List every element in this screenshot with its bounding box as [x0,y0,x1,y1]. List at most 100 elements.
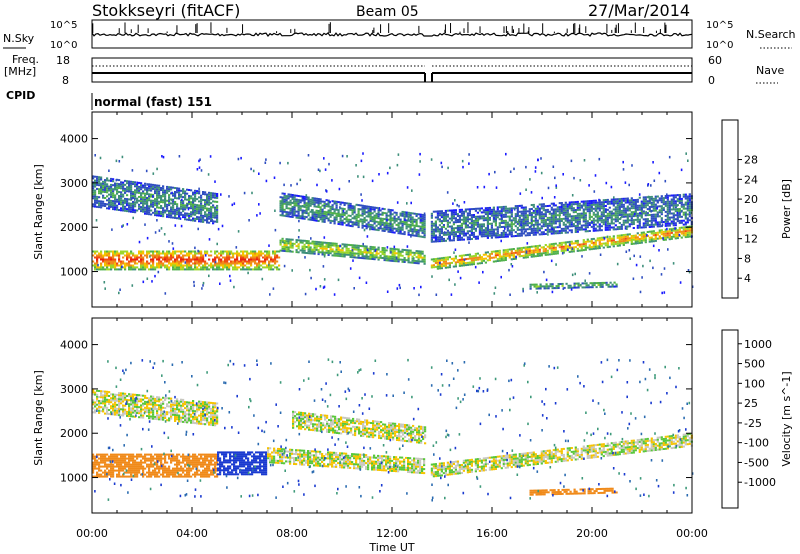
heatmap-cell [450,211,453,214]
heatmap-cell [202,284,204,287]
heatmap-cell [391,231,394,234]
heatmap-cell [335,246,338,249]
heatmap-cell [283,196,286,199]
heatmap-cell [486,213,489,215]
heatmap-cell [130,192,133,195]
heatmap-cell [196,252,199,255]
heatmap-cell [174,195,177,197]
heatmap-cell [327,217,330,220]
heatmap-cell [206,199,209,202]
nsky-label: N.Sky [3,32,35,45]
heatmap-cell [347,218,350,221]
heatmap-cell [624,237,627,240]
heatmap-cell [375,256,378,259]
heatmap-cell [500,234,503,236]
heatmap-cell [381,207,384,210]
heatmap-cell [152,266,155,269]
heatmap-cell [92,177,95,180]
heatmap-cell [301,199,304,202]
heatmap-cell [630,199,633,202]
heatmap-cell [634,199,637,201]
heatmap-cell [648,202,651,204]
heatmap-cell [566,219,569,222]
heatmap-cell [164,266,167,269]
heatmap-cell [142,190,145,193]
heatmap-cell [321,218,324,221]
heatmap-cell [174,258,177,261]
heatmap-cell [397,153,400,156]
heatmap-cell [676,210,679,213]
heatmap-cell [166,185,169,188]
heatmap-cell [369,249,372,252]
heatmap-cell [672,212,675,215]
heatmap-cell [476,235,479,238]
heatmap-cell [472,259,475,262]
heatmap-cell [568,246,571,249]
heatmap-cell [104,191,107,193]
heatmap-cell [188,258,191,261]
heatmap-cell [134,191,137,194]
heatmap-cell [124,268,127,271]
heatmap-cell [152,264,155,267]
heatmap-cell [307,206,310,209]
heatmap-cell [504,251,507,254]
heatmap-cell [92,205,95,208]
heatmap-cell [625,250,628,253]
heatmap-cell [680,203,683,206]
heatmap-cell [106,266,109,269]
heatmap-cell [116,262,119,265]
heatmap-cell [381,227,384,230]
heatmap-cell [192,197,195,200]
heatmap-cell [130,258,133,261]
heatmap-cell [658,199,661,202]
heatmap-cell [482,235,485,238]
heatmap-cell [539,285,542,288]
heatmap-cell [608,237,611,240]
heatmap-cell [184,254,187,257]
heatmap-cell [333,218,336,221]
heatmap-cell [640,241,643,244]
heatmap-cell [604,217,607,219]
heatmap-cell [200,210,203,213]
heatmap-cell [373,214,376,217]
heatmap-cell [419,252,422,255]
heatmap-cell [466,212,469,215]
heatmap-cell [142,266,145,269]
heatmap-cell [405,253,408,256]
heatmap-cell [492,232,495,235]
heatmap-cell [544,229,547,231]
heatmap-cell [353,246,356,249]
heatmap-cell [488,212,491,215]
heatmap-cell [490,226,493,229]
heatmap-cell [472,227,475,230]
heatmap-cell [230,252,233,255]
heatmap-cell [194,213,197,216]
heatmap-cell [256,258,259,261]
heatmap-cell [323,241,326,244]
heatmap-cell [438,218,441,221]
heatmap-cell [560,208,563,210]
heatmap-cell [458,262,461,265]
heatmap-cell [460,238,463,241]
heatmap-cell [377,248,380,251]
heatmap-cell [170,192,173,195]
heatmap-cell [210,206,213,209]
heatmap-cell [347,247,350,250]
heatmap-cell [387,228,390,231]
heatmap-cell [438,224,441,227]
heatmap-cell [544,225,547,227]
heatmap-cell [92,254,95,257]
heatmap-cell [530,225,532,228]
heatmap-cell [538,203,541,206]
heatmap-cell [494,222,497,225]
heatmap-cell [478,207,481,210]
heatmap-cell [202,220,205,223]
heatmap-cell [458,204,460,208]
heatmap-cell [558,222,561,225]
heatmap-cell [244,264,247,267]
heatmap-cell [470,220,473,223]
heatmap-cell [351,248,354,252]
heatmap-cell [102,204,105,207]
heatmap-cell [341,251,344,254]
heatmap-cell [211,218,213,222]
